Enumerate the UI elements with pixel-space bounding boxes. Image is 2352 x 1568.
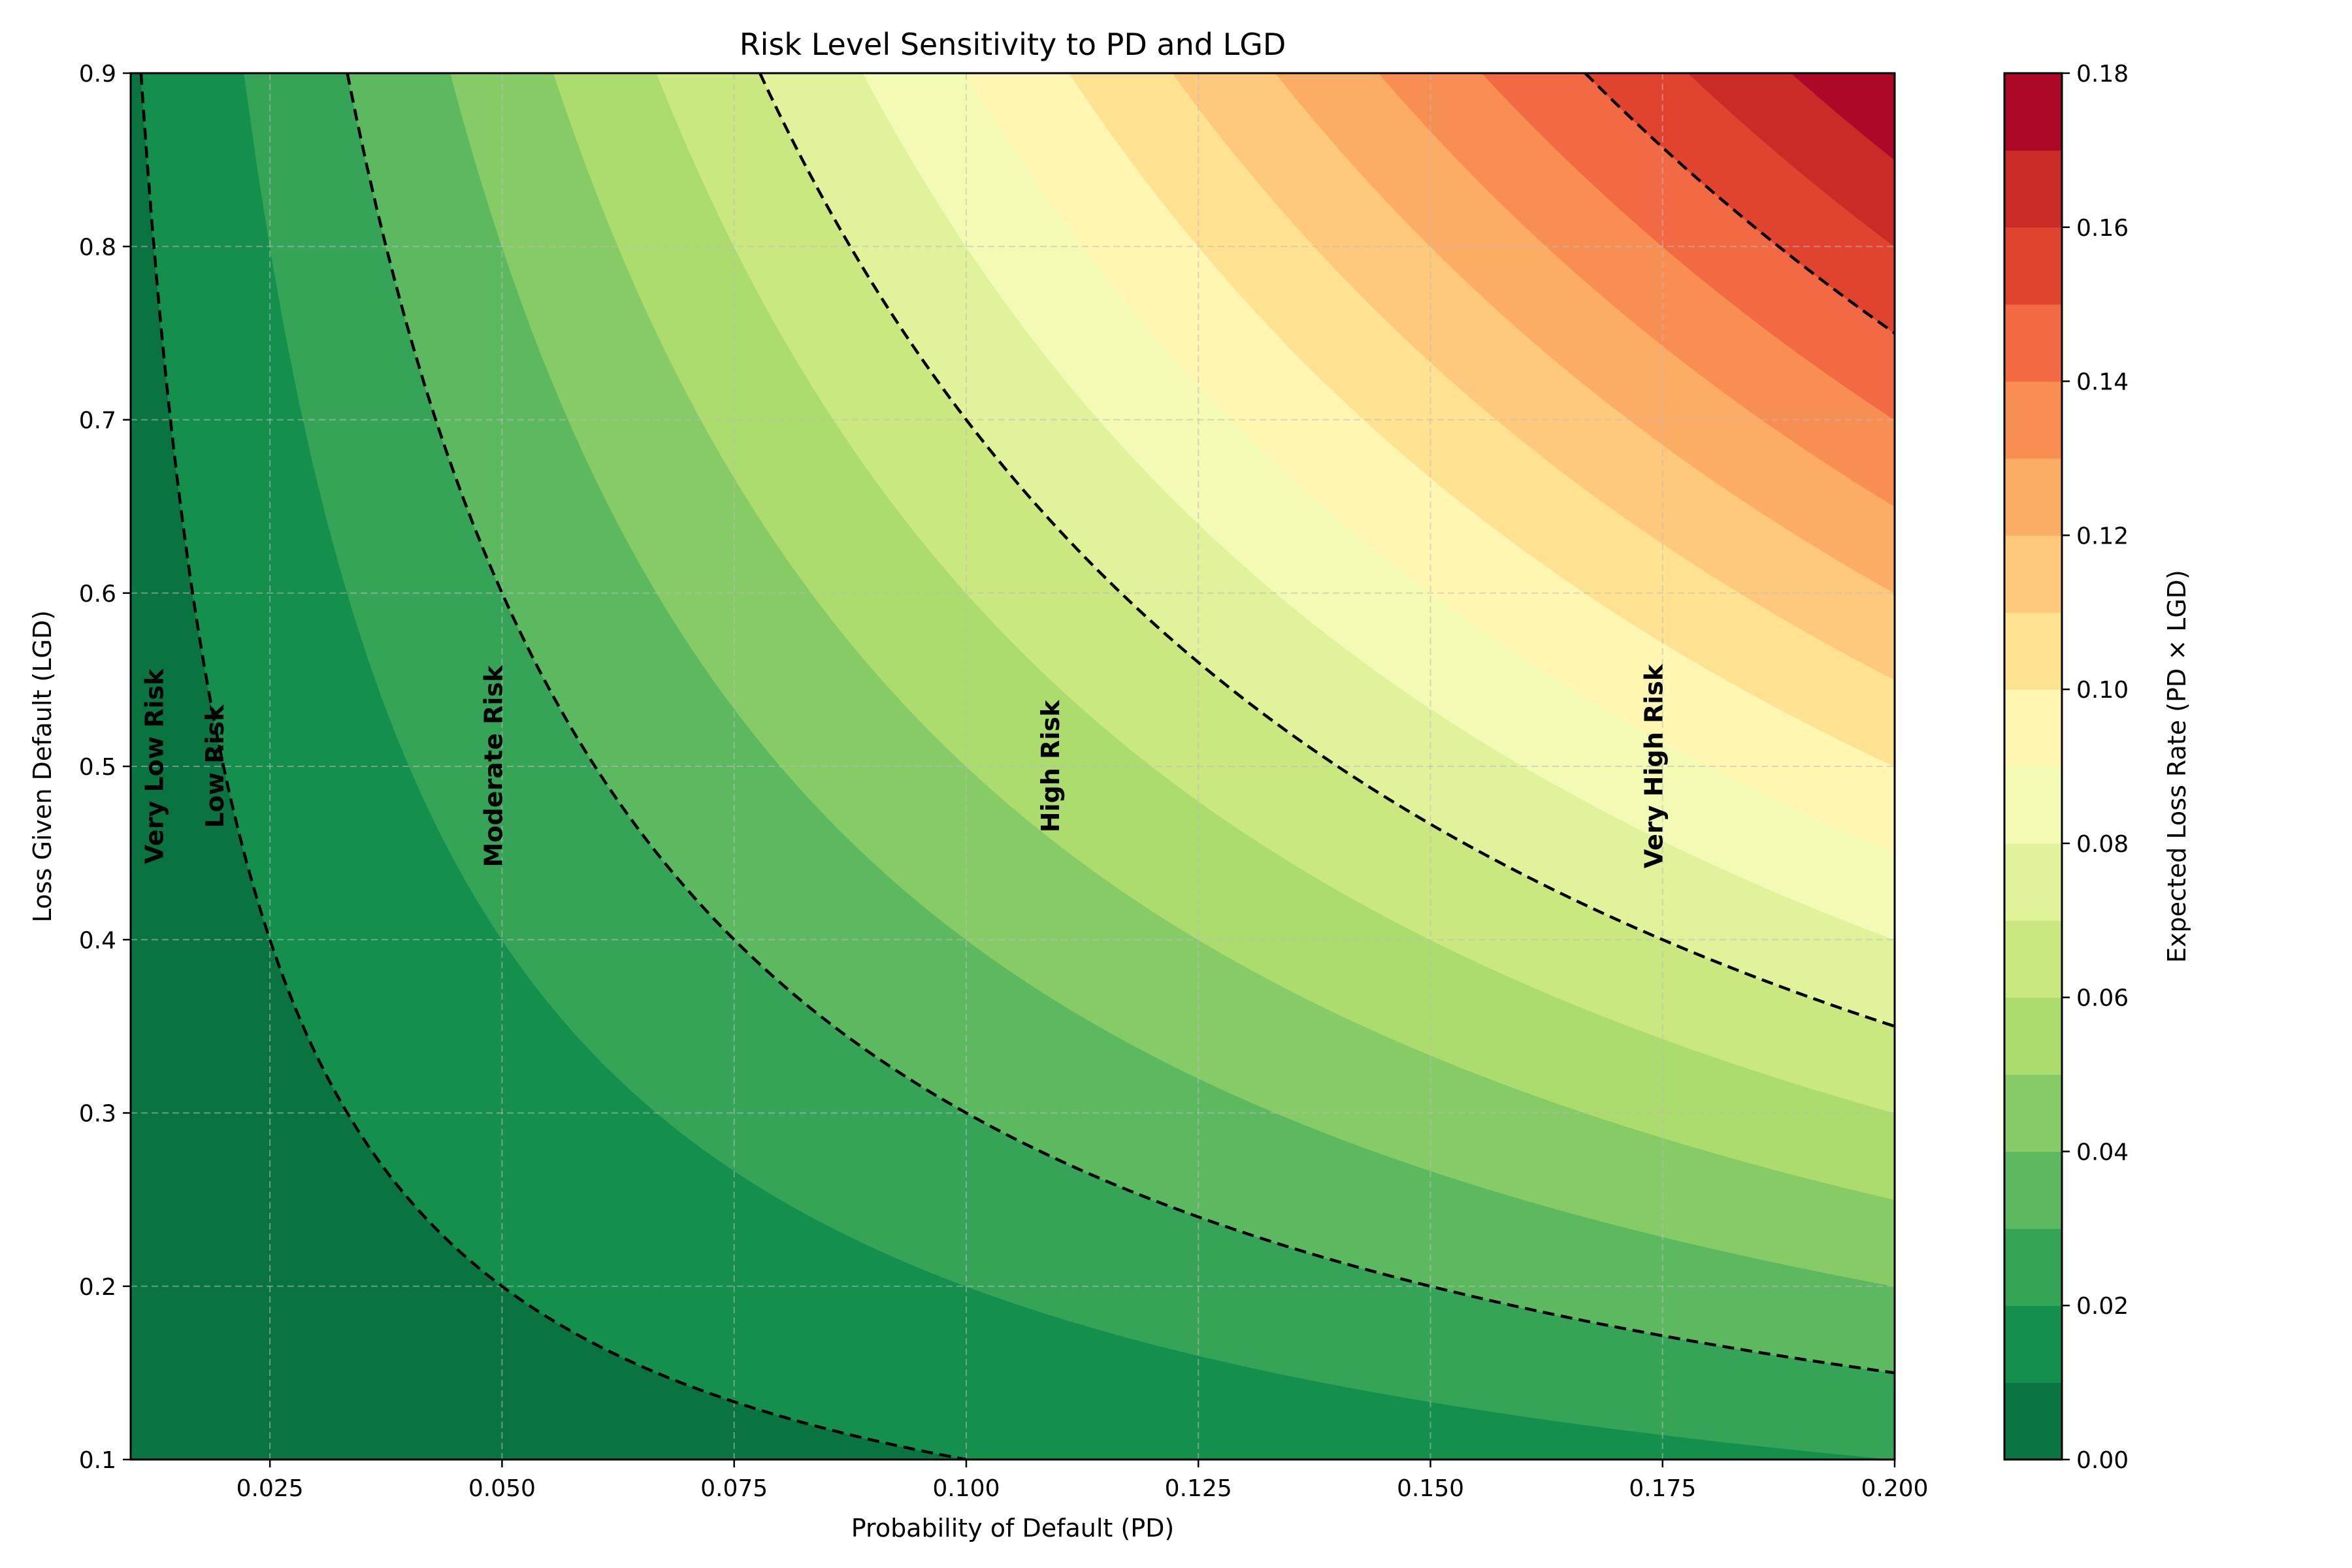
region-label-2: Moderate Risk (479, 665, 508, 867)
colorbar-segment-3 (2004, 1151, 2062, 1229)
x-axis-label: Probability of Default (PD) (851, 1514, 1174, 1543)
colorbar-segment-10 (2004, 612, 2062, 690)
region-label-4: Very High Risk (1640, 664, 1669, 868)
x-tick-label-4: 0.125 (1165, 1475, 1232, 1502)
y-tick-label-2: 0.3 (79, 1101, 116, 1128)
x-tick-label-1: 0.050 (468, 1475, 536, 1502)
y-axis-ticks: 0.1 0.2 0.3 0.4 0.5 0.6 0.7 0.8 0.9 (79, 61, 131, 1474)
threshold-contour-3 (1584, 73, 1895, 335)
colorbar-tick-label-9: 0.18 (2076, 61, 2129, 88)
region-label-0: Very Low Risk (140, 668, 169, 864)
colorbar-segment-14 (2004, 304, 2062, 382)
y-tick-label-0: 0.1 (79, 1447, 116, 1474)
y-tick-label-7: 0.8 (79, 234, 116, 261)
colorbar-tick-label-2: 0.04 (2076, 1139, 2129, 1166)
x-tick-label-5: 0.150 (1397, 1475, 1464, 1502)
threshold-contour-1 (346, 73, 1895, 1375)
x-tick-label-0: 0.025 (237, 1475, 304, 1502)
y-axis-label: Loss Given Default (LGD) (28, 610, 57, 923)
colorbar-segment-5 (2004, 997, 2062, 1075)
colorbar-segment-6 (2004, 920, 2062, 998)
y-tick-label-3: 0.4 (79, 927, 116, 954)
colorbar-segment-12 (2004, 458, 2062, 536)
colorbar (2003, 72, 2063, 1461)
plot-area (131, 73, 1895, 1460)
colorbar-tick-label-4: 0.08 (2076, 831, 2129, 858)
colorbar-segment-13 (2004, 381, 2062, 459)
colorbar-segment-8 (2004, 766, 2062, 844)
colorbar-tick-label-3: 0.06 (2076, 985, 2129, 1012)
colorbar-segment-9 (2004, 689, 2062, 767)
contour-band-17 (1791, 73, 1895, 161)
colorbar-label: Expected Loss Rate (PD × LGD) (2163, 570, 2191, 963)
colorbar-segment-7 (2004, 843, 2062, 921)
y-tick-label-4: 0.5 (79, 754, 116, 781)
colorbar-segment-1 (2004, 1305, 2062, 1383)
y-tick-label-6: 0.7 (79, 408, 116, 434)
y-tick-label-1: 0.2 (79, 1274, 116, 1301)
threshold-contour-2 (759, 73, 1895, 1028)
colorbar-tick-label-5: 0.10 (2076, 677, 2129, 704)
threshold-contours (139, 73, 1895, 1460)
colorbar-segment-15 (2004, 227, 2062, 305)
y-tick-label-5: 0.6 (79, 581, 116, 608)
colorbar-segment-0 (2004, 1382, 2062, 1460)
colorbar-segment-2 (2004, 1228, 2062, 1306)
x-tick-label-2: 0.075 (700, 1475, 768, 1502)
grid-lines (131, 73, 1895, 1460)
colorbar-tick-label-6: 0.12 (2076, 523, 2129, 549)
colorbar-segment-16 (2004, 150, 2062, 228)
region-label-3: High Risk (1036, 700, 1065, 832)
threshold-contour-0 (139, 73, 967, 1460)
region-label-1: Low Risk (201, 704, 229, 828)
risk-region-labels: Very Low Risk Low Risk Moderate Risk High R… (140, 664, 1669, 868)
colorbar-tick-label-7: 0.14 (2076, 369, 2129, 396)
colorbar-tick-label-0: 0.00 (2076, 1447, 2129, 1474)
y-tick-label-8: 0.9 (79, 61, 116, 88)
x-tick-label-6: 0.175 (1629, 1475, 1696, 1502)
colorbar-tick-label-1: 0.02 (2076, 1293, 2129, 1320)
colorbar-segment-4 (2004, 1074, 2062, 1152)
colorbar-tick-label-8: 0.16 (2076, 215, 2129, 242)
x-tick-label-7: 0.200 (1861, 1475, 1928, 1502)
colorbar-segment-11 (2004, 535, 2062, 613)
x-tick-label-3: 0.100 (932, 1475, 1000, 1502)
x-axis-ticks: 0.025 0.050 0.075 0.100 0.125 0.150 0.175 0.200 (237, 1460, 1929, 1502)
colorbar-ticks: 0.00 0.02 0.04 0.06 0.08 0.10 0.12 0.14 0.16 0.18 (2062, 61, 2129, 1474)
colorbar-frame (2003, 72, 2063, 1461)
colorbar-segment-17 (2004, 73, 2062, 151)
chart-title: Risk Level Sensitivity to PD and LGD (740, 27, 1286, 62)
